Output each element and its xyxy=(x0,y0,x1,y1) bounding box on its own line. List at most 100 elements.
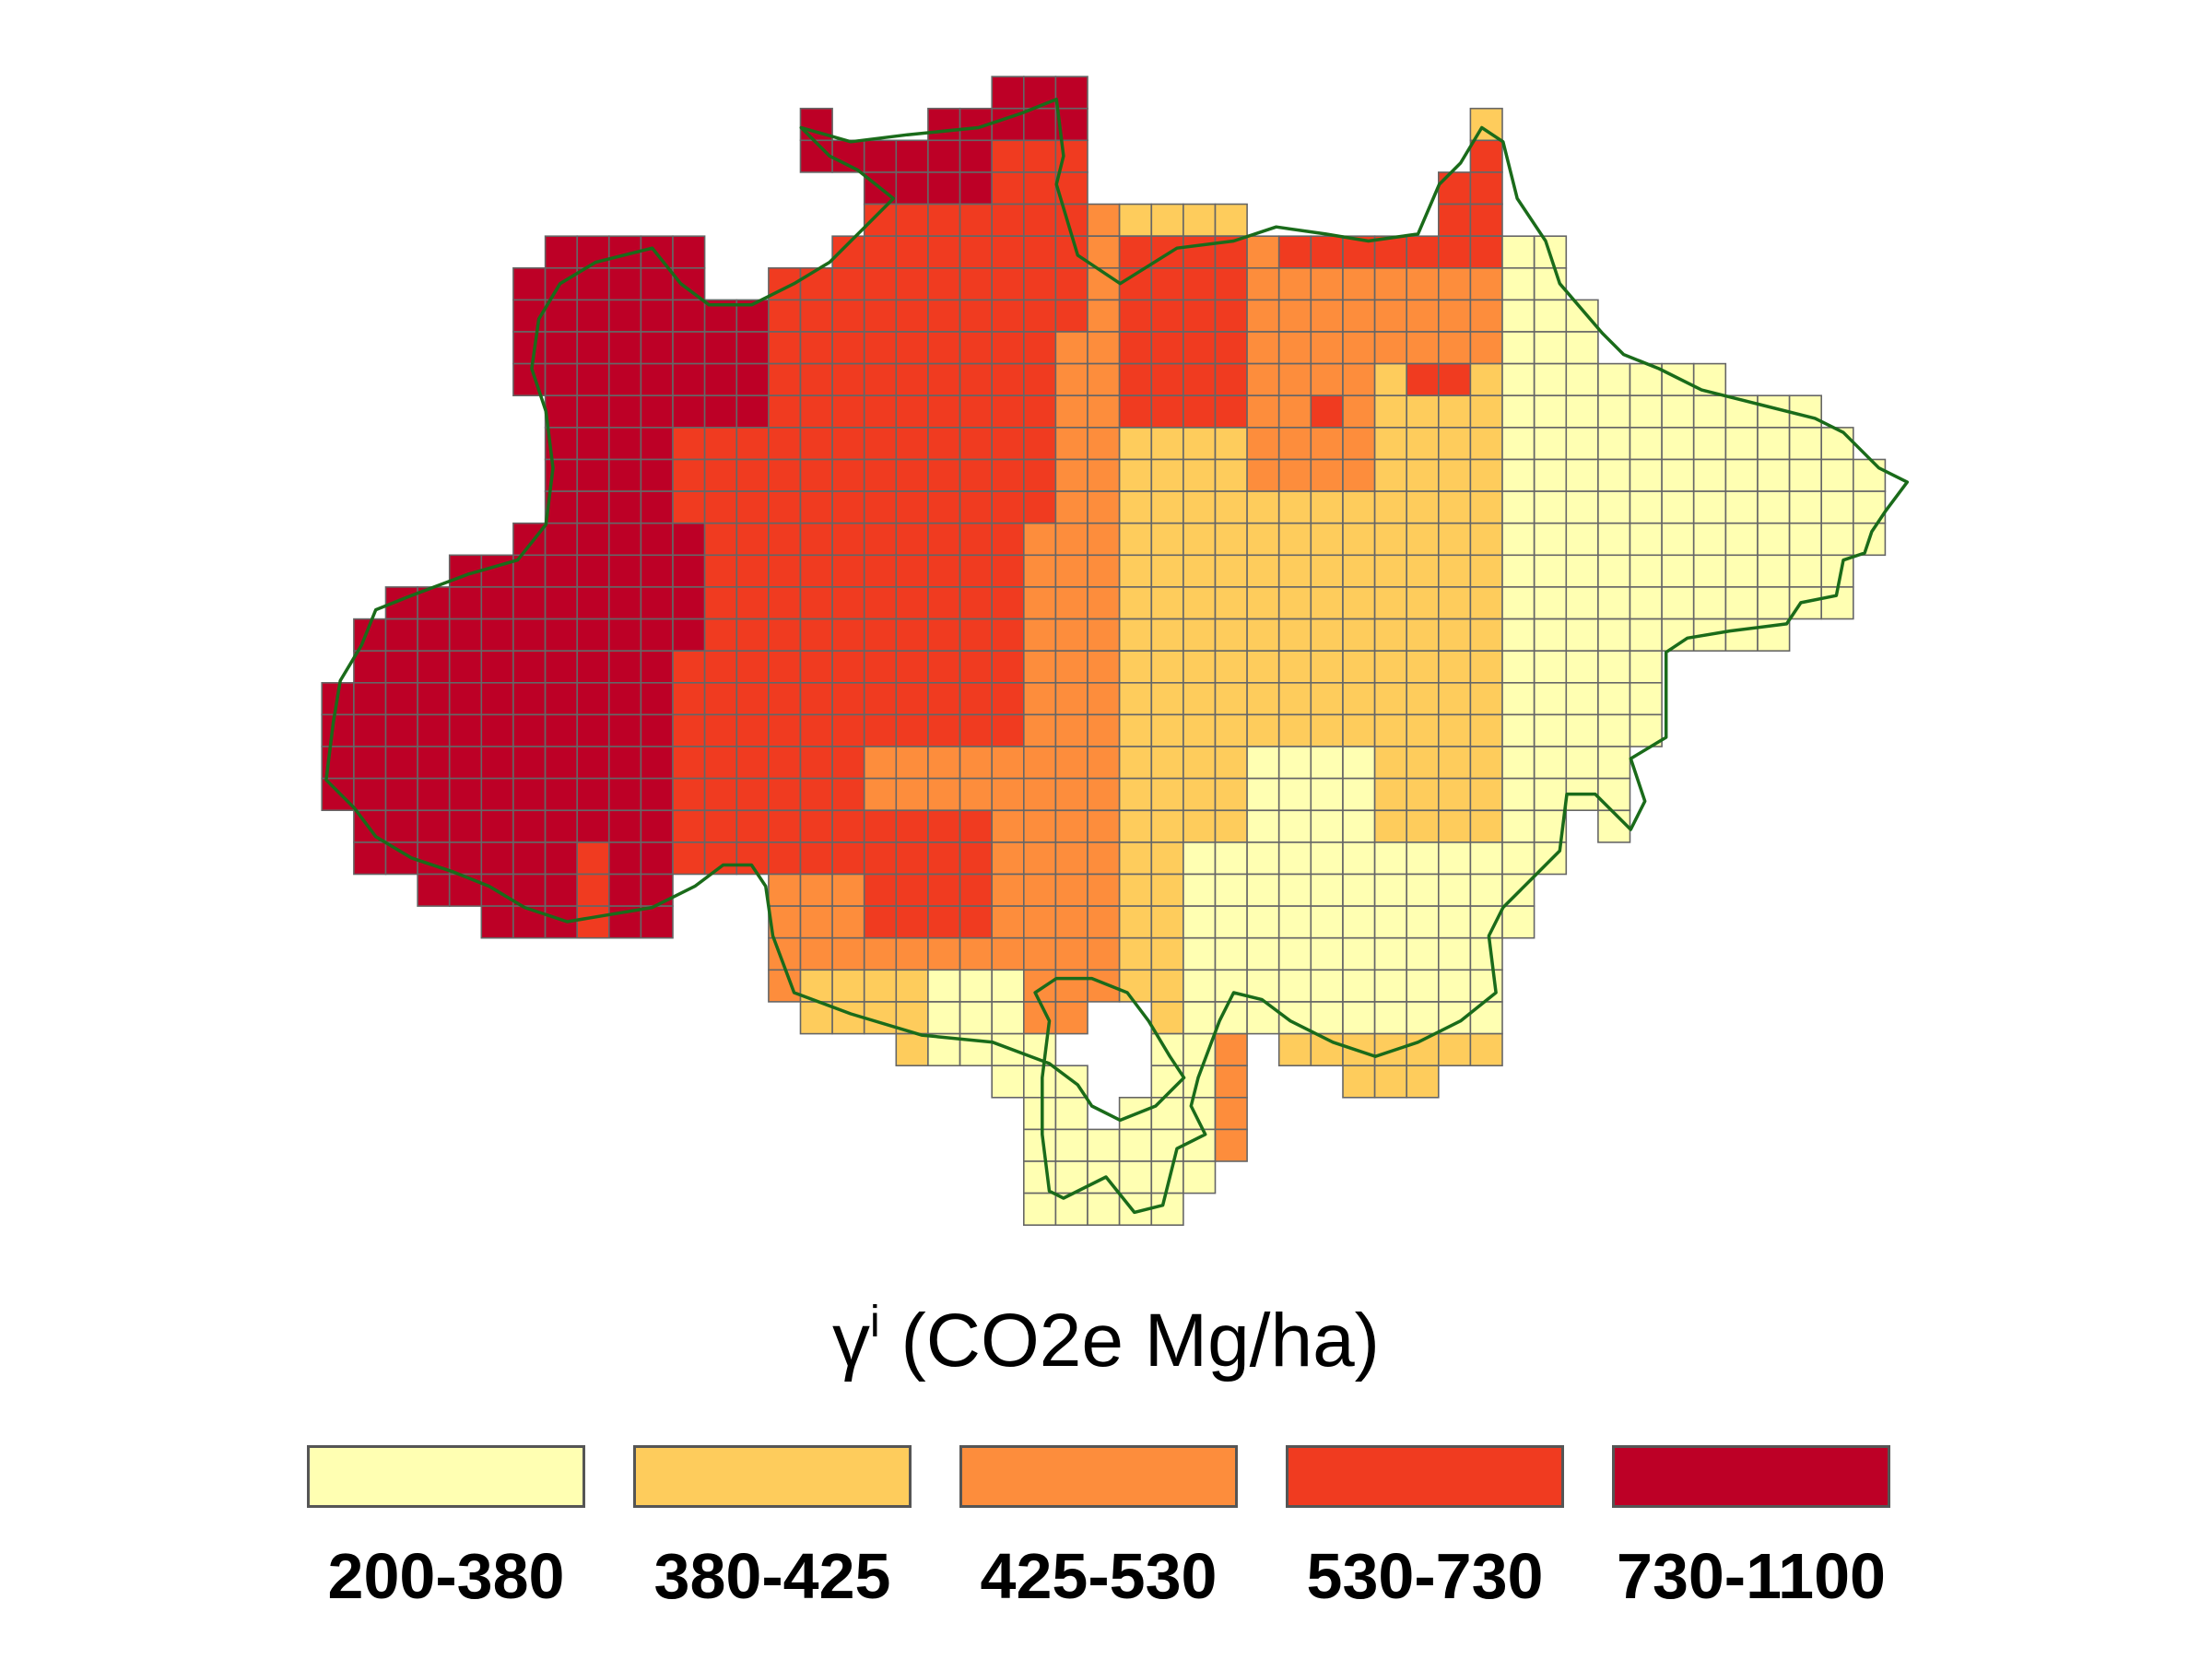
grid-cell xyxy=(1724,522,1759,557)
grid-cell xyxy=(1373,331,1407,365)
grid-cell xyxy=(735,362,770,397)
grid-cell xyxy=(1661,554,1695,588)
grid-cell xyxy=(1182,681,1217,716)
grid-cell xyxy=(1023,266,1057,301)
grid-cell xyxy=(927,681,961,716)
grid-cell xyxy=(1214,458,1248,492)
grid-cell xyxy=(1087,331,1121,365)
grid-cell xyxy=(1469,139,1503,173)
grid-cell xyxy=(1277,650,1312,684)
grid-cell xyxy=(1597,458,1631,492)
grid-cell xyxy=(895,139,929,173)
grid-cell xyxy=(1023,681,1057,716)
grid-cell xyxy=(959,490,993,524)
grid-cell xyxy=(991,458,1025,492)
grid-cell xyxy=(1054,362,1088,397)
grid-cell xyxy=(959,458,993,492)
grid-cell xyxy=(1342,681,1376,716)
grid-cell xyxy=(991,713,1025,747)
grid-cell xyxy=(895,746,929,780)
grid-cell xyxy=(768,362,802,397)
grid-cell xyxy=(863,331,898,365)
grid-cell xyxy=(1310,362,1344,397)
grid-cell xyxy=(1150,554,1184,588)
grid-cell xyxy=(1182,586,1217,620)
grid-cell xyxy=(1054,490,1088,524)
grid-cell xyxy=(1469,522,1503,557)
grid-cell xyxy=(672,618,706,652)
grid-cell xyxy=(1054,873,1088,907)
grid-cell xyxy=(640,522,674,557)
grid-cell xyxy=(768,618,802,652)
grid-cell xyxy=(895,235,929,269)
grid-cell xyxy=(703,618,737,652)
grid-cell xyxy=(1246,235,1280,269)
grid-cell xyxy=(735,618,770,652)
grid-cell xyxy=(1406,1001,1440,1035)
legend-title-unit: (CO2e Mg/ha) xyxy=(900,1299,1380,1382)
grid-cell xyxy=(1310,841,1344,876)
grid-cell xyxy=(959,171,993,206)
grid-cell xyxy=(1310,586,1344,620)
grid-cell xyxy=(895,490,929,524)
grid-cell xyxy=(703,777,737,811)
grid-cell xyxy=(895,394,929,429)
grid-cell xyxy=(1757,522,1791,557)
grid-cell xyxy=(1182,490,1217,524)
grid-cell xyxy=(1214,746,1248,780)
grid-cell xyxy=(480,554,514,588)
grid-cell xyxy=(1533,427,1568,461)
grid-cell xyxy=(1501,777,1535,811)
grid-cell xyxy=(735,650,770,684)
grid-cell xyxy=(831,394,865,429)
grid-cell xyxy=(768,650,802,684)
grid-cell xyxy=(576,809,610,843)
grid-cells xyxy=(321,76,1887,1226)
grid-cell xyxy=(321,713,355,747)
grid-cell xyxy=(1182,777,1217,811)
grid-cell xyxy=(512,266,547,301)
grid-cell xyxy=(799,458,833,492)
legend-swatch-1 xyxy=(307,1445,585,1508)
grid-cell xyxy=(735,554,770,588)
grid-cell xyxy=(544,809,578,843)
grid-cell xyxy=(1373,650,1407,684)
grid-cell xyxy=(1438,650,1472,684)
grid-cell xyxy=(1469,777,1503,811)
grid-cell xyxy=(959,586,993,620)
grid-cell xyxy=(831,713,865,747)
grid-cell xyxy=(1406,586,1440,620)
grid-cell xyxy=(1565,746,1599,780)
grid-cell xyxy=(1054,1001,1088,1035)
grid-cell xyxy=(1054,1128,1088,1162)
grid-cell xyxy=(1342,490,1376,524)
grid-cell xyxy=(959,713,993,747)
grid-cell xyxy=(1150,650,1184,684)
grid-cell xyxy=(799,841,833,876)
grid-cell xyxy=(959,681,993,716)
grid-cell xyxy=(417,809,451,843)
grid-cell xyxy=(1277,554,1312,588)
grid-cell xyxy=(1469,873,1503,907)
grid-cell xyxy=(1023,841,1057,876)
grid-cell xyxy=(1087,713,1121,747)
grid-cell xyxy=(1277,522,1312,557)
grid-cell xyxy=(1277,809,1312,843)
grid-cell xyxy=(1565,427,1599,461)
grid-cell xyxy=(927,618,961,652)
grid-cell xyxy=(1246,650,1280,684)
grid-cell xyxy=(1692,427,1727,461)
grid-cell xyxy=(703,554,737,588)
grid-cell xyxy=(448,841,483,876)
grid-cell xyxy=(1087,554,1121,588)
grid-cell xyxy=(1629,522,1663,557)
grid-cell xyxy=(640,841,674,876)
grid-cell xyxy=(991,1032,1025,1066)
grid-cell xyxy=(1214,650,1248,684)
grid-cell xyxy=(640,554,674,588)
grid-cell xyxy=(640,331,674,365)
grid-cell xyxy=(576,331,610,365)
grid-cell xyxy=(1501,650,1535,684)
grid-cell xyxy=(1150,1001,1184,1035)
grid-cell xyxy=(1373,713,1407,747)
